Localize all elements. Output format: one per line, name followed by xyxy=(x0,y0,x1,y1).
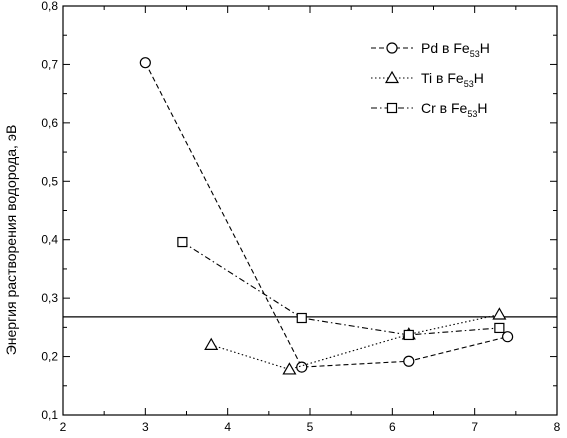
data-point-triangle xyxy=(282,362,297,375)
plot-border xyxy=(62,5,558,416)
data-point-circle xyxy=(403,355,415,367)
data-point-circle xyxy=(502,331,514,343)
legend: Pd в Fe53H Ti в Fe53H Cr в Fe53H xyxy=(371,40,490,119)
legend-marker-circle xyxy=(386,42,398,54)
series-layer xyxy=(139,57,514,375)
x-tick-label: 4 xyxy=(224,420,231,434)
series-line-square xyxy=(182,241,500,336)
legend-item-circle: Pd в Fe53H xyxy=(371,40,490,59)
y-tick-label: 0,6 xyxy=(41,116,58,130)
series-square xyxy=(177,236,505,341)
legend-marker-square xyxy=(386,102,398,114)
legend-item-square: Cr в Fe53H xyxy=(371,100,487,119)
legend-label-triangle: Ti в Fe53H xyxy=(421,70,484,89)
y-axis: 0,1 0,2 0,3 0,4 0,5 0,6 0,7 0,8 xyxy=(41,0,557,422)
data-point-triangle xyxy=(492,307,507,320)
y-tick-label: 0,4 xyxy=(41,233,58,247)
x-tick-label: 5 xyxy=(307,420,314,434)
x-tick-label: 8 xyxy=(554,420,561,434)
data-point-square xyxy=(494,322,505,334)
data-point-circle xyxy=(296,361,308,373)
series-circle xyxy=(139,57,514,373)
data-point-square xyxy=(403,329,414,341)
y-tick-label: 0,8 xyxy=(41,0,58,13)
series-line-circle xyxy=(144,62,508,368)
series-triangle xyxy=(204,307,507,375)
y-axis-title: Энергия растворения водорода, эВ xyxy=(3,125,19,356)
data-point-triangle xyxy=(204,337,219,350)
y-tick-label: 0,1 xyxy=(41,408,58,422)
data-point-square xyxy=(296,312,307,324)
x-tick-label: 7 xyxy=(471,420,478,434)
series-line-triangle xyxy=(211,313,500,371)
y-tick-label: 0,2 xyxy=(41,350,58,364)
x-tick-label: 3 xyxy=(142,420,149,434)
x-tick-label: 6 xyxy=(389,420,396,434)
legend-marker-triangle xyxy=(384,70,400,84)
x-axis: 2 3 4 5 6 7 8 xyxy=(60,6,561,434)
y-tick-label: 0,7 xyxy=(41,57,58,71)
data-point-square xyxy=(177,236,188,248)
legend-item-triangle: Ti в Fe53H xyxy=(371,70,484,89)
x-tick-label: 2 xyxy=(60,420,67,434)
legend-label-circle: Pd в Fe53H xyxy=(421,40,490,59)
legend-label-square: Cr в Fe53H xyxy=(421,100,487,119)
data-point-circle xyxy=(139,57,151,69)
plot-area xyxy=(62,5,558,416)
y-tick-label: 0,5 xyxy=(41,174,58,188)
y-tick-label: 0,3 xyxy=(41,291,58,305)
